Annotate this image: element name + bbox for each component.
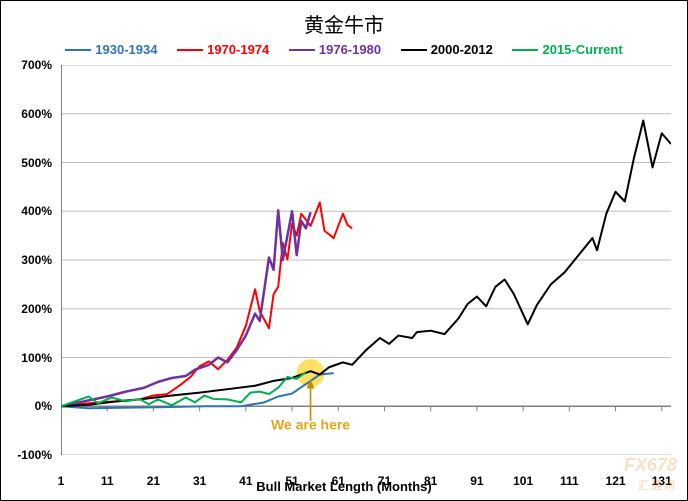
legend-label: 1970-1974 xyxy=(207,42,269,57)
legend-item: 1970-1974 xyxy=(177,42,269,57)
legend-swatch-3 xyxy=(289,49,315,52)
y-tick-label: 200% xyxy=(21,302,52,316)
chart-container: 黄金牛市 1930-1934 1970-1974 1976-1980 2000-… xyxy=(0,0,688,501)
legend-label: 2015-Current xyxy=(542,42,622,57)
y-tick-label: 300% xyxy=(21,253,52,267)
x-axis-title: Bull Market Length (Months) xyxy=(1,479,687,494)
legend-item: 2000-2012 xyxy=(401,42,493,57)
watermark-main: FX678 xyxy=(624,455,677,475)
y-tick-label: 700% xyxy=(21,58,52,72)
svg-text:We are here: We are here xyxy=(271,417,350,433)
chart-title: 黄金牛市 xyxy=(1,9,687,38)
y-tick-label: 400% xyxy=(21,204,52,218)
legend-label: 1976-1980 xyxy=(319,42,381,57)
plot-area: We are here xyxy=(61,65,671,455)
legend-swatch-1 xyxy=(65,49,91,52)
y-tick-label: 0% xyxy=(35,399,52,413)
y-tick-label: 100% xyxy=(21,351,52,365)
legend-label: 2000-2012 xyxy=(431,42,493,57)
legend: 1930-1934 1970-1974 1976-1980 2000-2012 … xyxy=(1,39,687,57)
legend-swatch-2 xyxy=(177,49,203,52)
y-tick-label: 600% xyxy=(21,107,52,121)
plot-svg: We are here xyxy=(61,65,671,455)
legend-item: 1976-1980 xyxy=(289,42,381,57)
legend-item: 2015-Current xyxy=(512,42,622,57)
y-axis-labels: -100%0%100%200%300%400%500%600%700% xyxy=(1,65,56,455)
y-tick-label: -100% xyxy=(17,448,52,462)
legend-label: 1930-1934 xyxy=(95,42,157,57)
y-tick-label: 500% xyxy=(21,156,52,170)
legend-swatch-5 xyxy=(512,49,538,52)
legend-swatch-4 xyxy=(401,49,427,52)
legend-item: 1930-1934 xyxy=(65,42,157,57)
